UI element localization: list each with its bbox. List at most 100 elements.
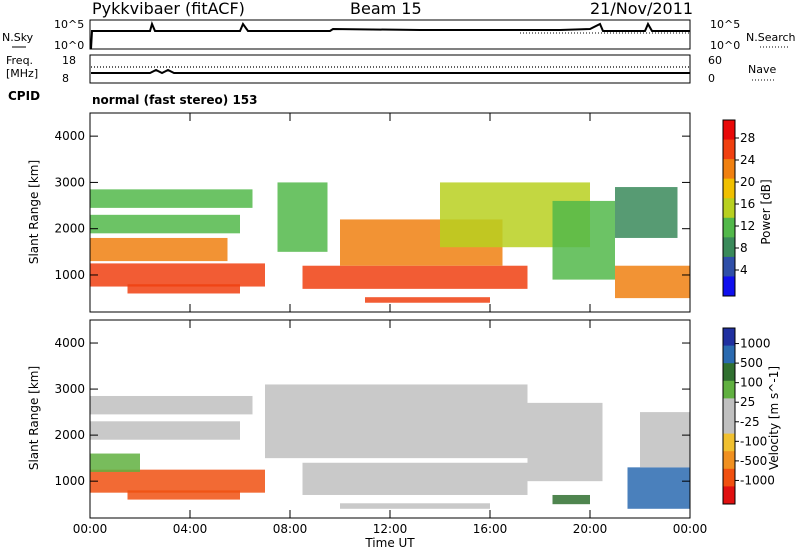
- colorbar-cell: [723, 380, 735, 399]
- colorbar-cell: [723, 198, 735, 219]
- power-y-ticks: 4000 3000 2000 1000: [54, 129, 690, 282]
- colorbar-tick-label: 24: [740, 153, 755, 167]
- colorbar-tick-label: 500: [740, 356, 763, 370]
- colorbar-tick-label: -1000: [740, 473, 775, 487]
- scatter-band: [640, 412, 690, 468]
- nave-tick-top: 60: [708, 54, 722, 67]
- velocity-bands: [90, 384, 690, 509]
- velocity-colorbar: 1000 500 100 25 -25 -100 -500 -1000 Velocity [m…: [722, 327, 781, 505]
- scatter-band: [90, 469, 265, 493]
- scatter-band: [90, 395, 253, 415]
- y-tick-label: 3000: [54, 382, 85, 396]
- scatter-band: [615, 187, 678, 238]
- colorbar-cell: [723, 276, 735, 297]
- colorbar-cell: [723, 328, 735, 347]
- colorbar-cell: [723, 486, 735, 505]
- time-xlabel: Time UT: [364, 536, 415, 550]
- colorbar-tick-label: 12: [740, 219, 755, 233]
- colorbar-cell: [723, 398, 735, 417]
- y-tick-label: 1000: [54, 268, 85, 282]
- nave-label: Nave: [748, 63, 776, 76]
- colorbar-tick-label: 4: [740, 263, 748, 277]
- colorbar-cell: [723, 451, 735, 470]
- scatter-band: [127, 490, 240, 500]
- x-tick-label: 00:00: [73, 522, 108, 536]
- power-colorbar-cells: [722, 119, 736, 297]
- colorbar-tick-label: 100: [740, 376, 763, 390]
- scatter-band: [90, 453, 140, 472]
- sky-tick-bottom: 10^0: [54, 39, 84, 52]
- cpid-label: CPID: [8, 89, 40, 103]
- colorbar-cell: [723, 237, 735, 258]
- scatter-band: [552, 200, 615, 280]
- power-colorbar-label: Power [dB]: [759, 179, 773, 244]
- y-tick-label: 2000: [54, 222, 85, 236]
- velocity-colorbar-ticks: 1000 500 100 25 -25 -100 -500 -1000: [735, 337, 775, 487]
- x-tick-label: 08:00: [273, 522, 308, 536]
- scatter-band: [90, 189, 253, 208]
- scatter-band: [265, 384, 528, 459]
- freq-label-1: Freq.: [6, 54, 33, 67]
- freq-tick-bottom: 8: [62, 72, 69, 85]
- colorbar-cell: [723, 363, 735, 382]
- colorbar-cell: [723, 178, 735, 199]
- velocity-ylabel: Slant Range [km]: [27, 366, 41, 470]
- scatter-band: [302, 462, 528, 495]
- sky-tick-top: 10^5: [54, 18, 84, 31]
- frequency-trace: [91, 68, 690, 75]
- velocity-colorbar-cells: [722, 327, 736, 505]
- x-tick-label: 20:00: [573, 522, 608, 536]
- scatter-band: [627, 467, 690, 509]
- scatter-band: [527, 402, 603, 482]
- sky-noise-panel: N.Sky 10^5 10^0 10^5 10^0 N.Search: [2, 18, 796, 52]
- freq-label-2: [MHz]: [6, 67, 38, 80]
- colorbar-cell: [723, 120, 735, 141]
- x-tick-label: 04:00: [173, 522, 208, 536]
- colorbar-tick-label: -25: [740, 415, 760, 429]
- colorbar-cell: [723, 139, 735, 160]
- date-title: 21/Nov/2011: [590, 0, 693, 18]
- nave-tick-bottom: 0: [708, 72, 715, 85]
- sky-noise-trace: [90, 21, 690, 50]
- sky-noise-label: N.Sky: [2, 31, 34, 44]
- scatter-band: [90, 263, 265, 287]
- colorbar-tick-label: 28: [740, 131, 755, 145]
- search-noise-label: N.Search: [746, 31, 796, 44]
- power-bands: [90, 182, 690, 303]
- y-tick-label: 3000: [54, 175, 85, 189]
- power-panel: 4000 3000 2000 1000 Slant Range [km]: [27, 112, 691, 313]
- colorbar-frame: [722, 119, 736, 297]
- station-title: Pykkvibaer (fitACF): [92, 0, 245, 18]
- scatter-band: [552, 494, 590, 505]
- colorbar-cell: [723, 345, 735, 364]
- search-tick-top: 10^5: [710, 18, 740, 31]
- time-x-ticks: 00:00 04:00 08:00 12:00 16:00 20:00 00:00: [73, 113, 708, 536]
- scatter-band: [90, 214, 240, 234]
- colorbar-frame: [722, 327, 736, 505]
- velocity-y-ticks: 4000 3000 2000 1000: [54, 336, 690, 488]
- scatter-band: [615, 265, 690, 299]
- search-tick-bottom: 10^0: [710, 39, 740, 52]
- scatter-band: [90, 421, 240, 440]
- colorbar-tick-label: 20: [740, 175, 755, 189]
- freq-tick-top: 18: [62, 54, 76, 67]
- y-tick-label: 4000: [54, 129, 85, 143]
- beam-title: Beam 15: [350, 0, 422, 18]
- colorbar-tick-label: 16: [740, 197, 755, 211]
- power-colorbar-ticks: 28 24 20 16 12 8 4: [735, 131, 755, 277]
- x-tick-label: 00:00: [673, 522, 708, 536]
- power-colorbar: 28 24 20 16 12 8 4 Power [dB]: [722, 119, 773, 297]
- cpid-value: normal (fast stereo) 153: [92, 93, 258, 107]
- colorbar-tick-label: 1000: [740, 337, 771, 351]
- y-tick-label: 1000: [54, 474, 85, 488]
- scatter-band: [365, 297, 490, 303]
- scatter-band: [340, 503, 490, 509]
- scatter-band: [127, 284, 240, 294]
- x-tick-label: 12:00: [373, 522, 408, 536]
- y-tick-label: 4000: [54, 336, 85, 350]
- colorbar-tick-label: 25: [740, 395, 755, 409]
- colorbar-cell: [723, 433, 735, 452]
- colorbar-tick-label: 8: [740, 241, 748, 255]
- velocity-panel: 4000 3000 2000 1000 00:00 04:00 08:00 12:00 16:…: [27, 113, 707, 550]
